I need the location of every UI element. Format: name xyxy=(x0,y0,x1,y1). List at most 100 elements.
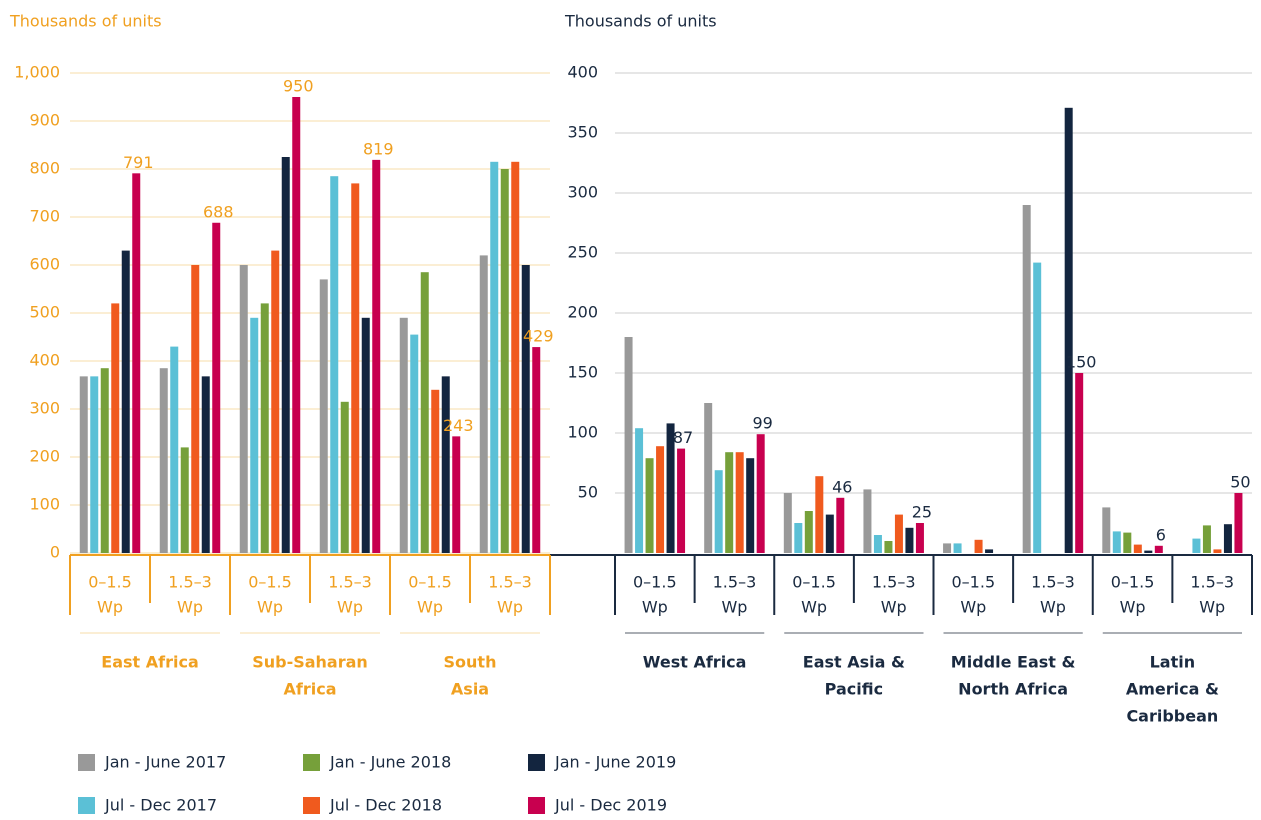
bar xyxy=(111,303,120,553)
y-tick-label: 100 xyxy=(567,423,598,442)
bar xyxy=(490,161,499,554)
bar xyxy=(441,376,450,553)
x-tick-label: Wp xyxy=(960,598,986,617)
bar xyxy=(201,376,210,553)
data-label: 99 xyxy=(753,414,773,433)
bar xyxy=(677,448,686,553)
bar xyxy=(1102,507,1111,553)
legend-label: Jan - June 2017 xyxy=(104,753,226,772)
group-label: West Africa xyxy=(643,653,747,672)
bar xyxy=(410,334,419,553)
x-tick-label: Wp xyxy=(337,598,363,617)
x-tick-label: 0–1.5 xyxy=(633,573,677,592)
bar xyxy=(825,514,834,553)
bar xyxy=(863,489,872,553)
legend-swatch xyxy=(528,797,545,814)
group-label: Africa xyxy=(284,680,337,699)
y-tick-label: 250 xyxy=(567,243,598,262)
x-tick-label: 1.5–3 xyxy=(168,573,212,592)
y-tick-label: 200 xyxy=(567,303,598,322)
legend-label: Jan - June 2019 xyxy=(554,753,676,772)
data-label: 819 xyxy=(363,139,394,158)
bar xyxy=(624,337,633,553)
x-tick-label: Wp xyxy=(497,598,523,617)
y-tick-label: 800 xyxy=(29,159,60,178)
bar xyxy=(399,317,408,553)
data-label: 429 xyxy=(523,327,554,346)
data-label: 50 xyxy=(1230,473,1250,492)
bar xyxy=(666,423,675,553)
bar xyxy=(656,446,665,553)
bar xyxy=(340,401,349,553)
x-tick-label: Wp xyxy=(97,598,123,617)
legend-swatch xyxy=(303,754,320,771)
bar xyxy=(521,265,530,553)
bar xyxy=(361,317,370,553)
group-label: South xyxy=(444,653,497,672)
group-label: Caribbean xyxy=(1126,707,1218,726)
bar xyxy=(953,543,962,553)
y-tick-label: 700 xyxy=(29,207,60,226)
legend-label: Jul - Dec 2018 xyxy=(329,796,442,815)
x-tick-label: 1.5–3 xyxy=(872,573,916,592)
bar xyxy=(905,527,914,553)
x-tick-label: 0–1.5 xyxy=(952,573,996,592)
data-label: 46 xyxy=(832,477,852,496)
bar xyxy=(191,265,200,553)
bar xyxy=(1223,524,1232,553)
bar xyxy=(132,173,141,553)
bar xyxy=(330,176,339,553)
bar xyxy=(725,452,734,553)
bar xyxy=(1022,205,1031,553)
bar xyxy=(1144,550,1153,553)
x-tick-label: Wp xyxy=(1040,598,1066,617)
legend-swatch xyxy=(78,754,95,771)
data-label: 950 xyxy=(283,77,314,96)
group-label: North Africa xyxy=(958,680,1068,699)
x-tick-label: 0–1.5 xyxy=(88,573,132,592)
y-tick-label: 150 xyxy=(567,363,598,382)
y-tick-label: 500 xyxy=(29,303,60,322)
bar xyxy=(431,389,440,553)
x-tick-label: Wp xyxy=(1120,598,1146,617)
y-tick-label: 200 xyxy=(29,447,60,466)
bar xyxy=(319,279,328,553)
bar xyxy=(714,470,723,553)
legend-label: Jul - Dec 2017 xyxy=(104,796,217,815)
data-label: 150 xyxy=(1066,353,1097,372)
bar xyxy=(292,97,301,553)
y-tick-label: 400 xyxy=(29,351,60,370)
bar xyxy=(1033,262,1042,553)
group-label: Pacific xyxy=(825,680,883,699)
x-tick-label: Wp xyxy=(881,598,907,617)
x-tick-label: 1.5–3 xyxy=(328,573,372,592)
bar xyxy=(1192,538,1201,553)
legend-label: Jul - Dec 2019 xyxy=(554,796,667,815)
x-tick-label: Wp xyxy=(721,598,747,617)
group-label: Middle East & xyxy=(951,653,1076,672)
bar xyxy=(894,514,903,553)
bar xyxy=(746,458,755,553)
x-tick-label: 1.5–3 xyxy=(1190,573,1234,592)
data-label: 6 xyxy=(1156,525,1166,544)
y-axis-title: Thousands of units xyxy=(564,12,717,31)
y-tick-label: 400 xyxy=(567,63,598,82)
bar xyxy=(372,159,381,553)
y-tick-label: 50 xyxy=(578,483,598,502)
bar xyxy=(1112,531,1121,553)
bar xyxy=(121,250,130,553)
group-label: Sub-Saharan xyxy=(252,653,368,672)
bar xyxy=(836,497,845,553)
bar xyxy=(532,347,541,553)
y-tick-label: 300 xyxy=(567,183,598,202)
bar xyxy=(756,434,765,553)
data-label: 87 xyxy=(673,428,693,447)
y-tick-label: 300 xyxy=(29,399,60,418)
bar xyxy=(943,543,952,553)
bar xyxy=(239,265,248,553)
x-tick-label: Wp xyxy=(257,598,283,617)
bar xyxy=(100,368,109,553)
bar xyxy=(260,303,269,553)
bar xyxy=(479,255,488,553)
